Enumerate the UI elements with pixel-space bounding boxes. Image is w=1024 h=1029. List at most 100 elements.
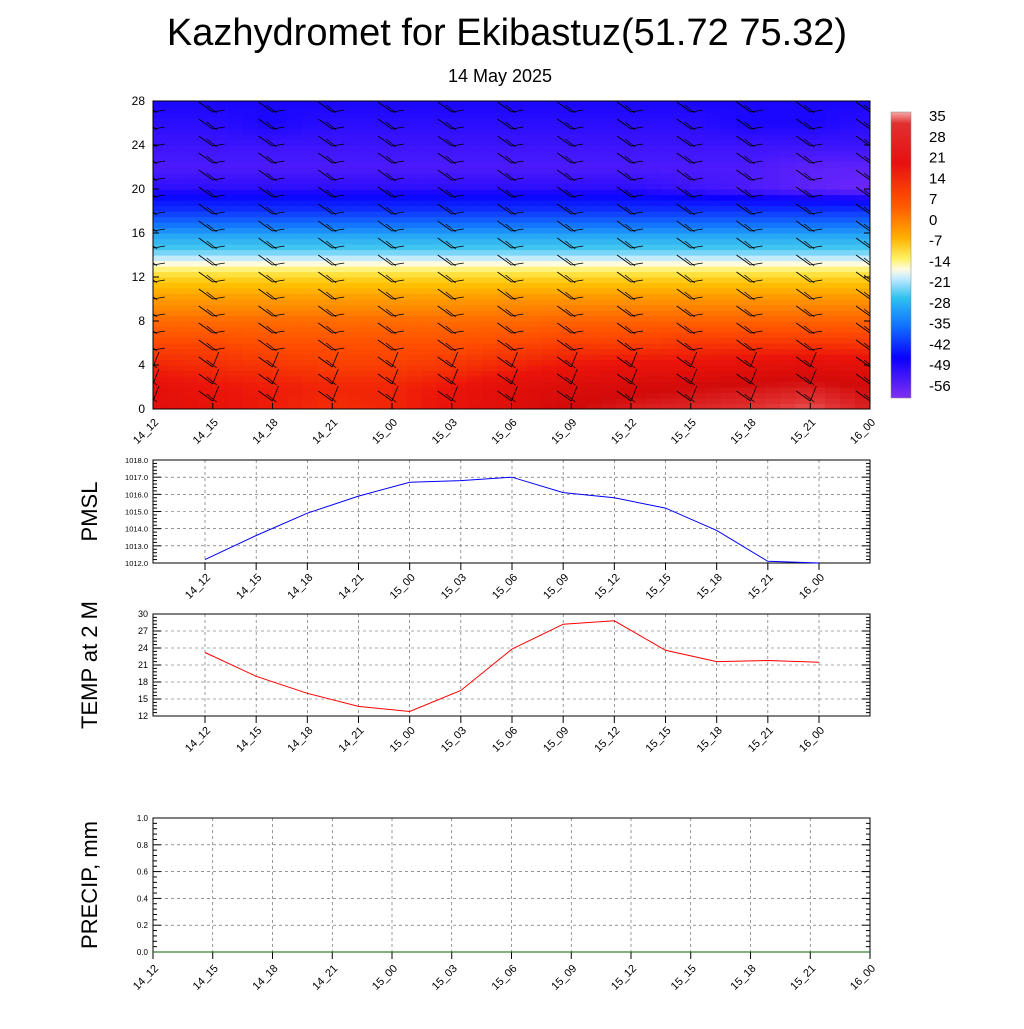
- heatmap-cell: [721, 255, 737, 261]
- heatmap-cell: [228, 211, 244, 217]
- heatmap-cell: [646, 173, 662, 179]
- heatmap-cell: [347, 222, 363, 228]
- heatmap-cell: [482, 382, 498, 388]
- heatmap-cell: [168, 316, 184, 322]
- heatmap-cell: [213, 288, 229, 294]
- heatmap-cell: [661, 217, 677, 223]
- heatmap-cell: [258, 371, 274, 377]
- heatmap-cell: [795, 332, 811, 338]
- wind-barb: [870, 110, 882, 112]
- heatmap-cell: [825, 156, 841, 162]
- heatmap-cell: [213, 101, 229, 107]
- heatmap-cell: [721, 272, 737, 278]
- heatmap-cell: [721, 112, 737, 118]
- heatmap-cell: [482, 365, 498, 371]
- heatmap-cell: [332, 118, 348, 124]
- heatmap-cell: [661, 239, 677, 245]
- heatmap-cell: [541, 195, 557, 201]
- wind-barb: [139, 391, 153, 401]
- heatmap-cell: [601, 277, 617, 283]
- heatmap-cell: [482, 310, 498, 316]
- heatmap-cell: [765, 178, 781, 184]
- heatmap-cell: [482, 321, 498, 327]
- heatmap-cell: [691, 189, 707, 195]
- heatmap-cell: [721, 195, 737, 201]
- heatmap-cell: [273, 365, 289, 371]
- heatmap-cell: [751, 200, 767, 206]
- heatmap-cell: [347, 151, 363, 157]
- x-tick-label: 15_06: [490, 963, 520, 993]
- x-tick-label: 14_12: [183, 725, 213, 755]
- heatmap-cell: [392, 222, 408, 228]
- heatmap-cell: [855, 305, 871, 311]
- heatmap-cell: [258, 299, 274, 305]
- heatmap-cell: [706, 162, 722, 168]
- heatmap-cell: [467, 162, 483, 168]
- heatmap-cell: [482, 112, 498, 118]
- heatmap-cell: [392, 338, 408, 344]
- heatmap-cell: [601, 376, 617, 382]
- heatmap-cell: [213, 151, 229, 157]
- heatmap-cell: [706, 321, 722, 327]
- heatmap-cell: [586, 211, 602, 217]
- heatmap-cell: [616, 349, 632, 355]
- heatmap-cell: [541, 382, 557, 388]
- colorbar-label: 21: [929, 150, 946, 167]
- heatmap-cell: [168, 134, 184, 140]
- heatmap-cell: [407, 217, 423, 223]
- heatmap-cell: [691, 222, 707, 228]
- heatmap-cell: [512, 299, 528, 305]
- heatmap-cell: [780, 283, 796, 289]
- heatmap-cell: [347, 349, 363, 355]
- heatmap-cell: [362, 316, 378, 322]
- heatmap-cell: [302, 354, 318, 360]
- heatmap-cell: [780, 195, 796, 201]
- heatmap-cell: [541, 206, 557, 212]
- heatmap-cell: [631, 239, 647, 245]
- heatmap-cell: [422, 327, 438, 333]
- heatmap-cell: [392, 277, 408, 283]
- y-tick-label: 0.6: [137, 868, 149, 877]
- heatmap-cell: [422, 129, 438, 135]
- heatmap-cell: [736, 398, 752, 404]
- heatmap-cell: [840, 349, 856, 355]
- heatmap-cell: [243, 189, 259, 195]
- heatmap-cell: [168, 332, 184, 338]
- x-tick-label: 15_12: [592, 572, 622, 602]
- heatmap-cell: [691, 338, 707, 344]
- heatmap-cell: [467, 195, 483, 201]
- heatmap-cell: [392, 200, 408, 206]
- heatmap-cell: [243, 299, 259, 305]
- heatmap-cell: [243, 118, 259, 124]
- heatmap-cell: [780, 101, 796, 107]
- heatmap-cell: [616, 145, 632, 151]
- heatmap-cell: [273, 118, 289, 124]
- heatmap-cell: [302, 294, 318, 300]
- heatmap-cell: [347, 167, 363, 173]
- heatmap-cell: [795, 283, 811, 289]
- heatmap-cell: [302, 200, 318, 206]
- heatmap-cell: [751, 255, 767, 261]
- heatmap-cell: [287, 327, 303, 333]
- heatmap-cell: [840, 343, 856, 349]
- heatmap-cell: [691, 206, 707, 212]
- heatmap-cell: [751, 250, 767, 256]
- heatmap-cell: [392, 316, 408, 322]
- heatmap-cell: [661, 299, 677, 305]
- heatmap-cell: [780, 305, 796, 311]
- heatmap-cell: [198, 173, 214, 179]
- heatmap-cell: [377, 288, 393, 294]
- heatmap-cell: [198, 112, 214, 118]
- heatmap-cell: [810, 255, 826, 261]
- heatmap-cell: [377, 371, 393, 377]
- heatmap-cell: [810, 173, 826, 179]
- heatmap-cell: [661, 266, 677, 272]
- heatmap-cell: [512, 217, 528, 223]
- heatmap-cell: [213, 217, 229, 223]
- heatmap-cell: [646, 222, 662, 228]
- heatmap-cell: [347, 305, 363, 311]
- heatmap-cell: [287, 200, 303, 206]
- heatmap-cell: [497, 349, 513, 355]
- heatmap-cell: [646, 134, 662, 140]
